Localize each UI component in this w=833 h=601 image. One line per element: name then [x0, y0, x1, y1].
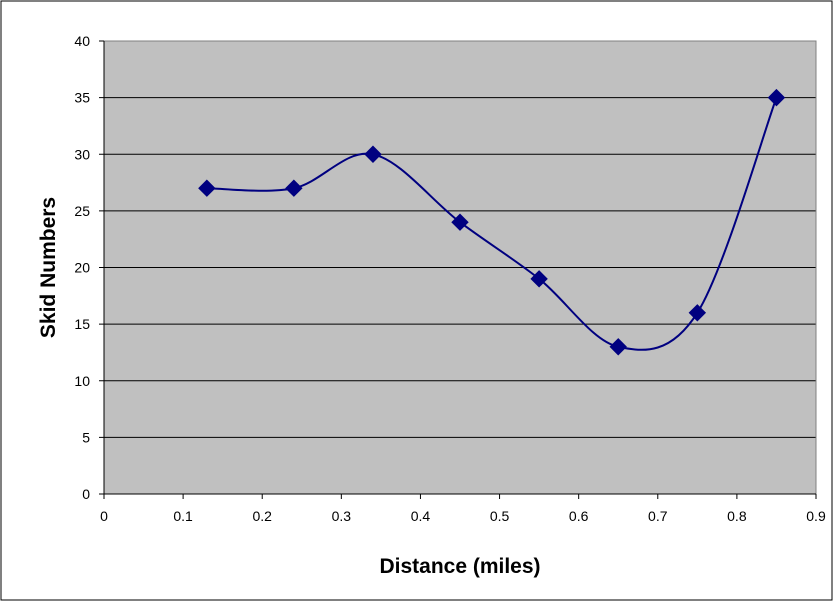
- y-tick-label: 40: [74, 33, 90, 49]
- y-tick-label: 30: [74, 146, 90, 162]
- y-tick-label: 25: [74, 203, 90, 219]
- data-point-marker: [767, 88, 786, 107]
- data-point-marker: [451, 213, 469, 231]
- x-tick-label: 0.1: [173, 508, 193, 524]
- x-tick-label: 0.6: [569, 508, 589, 524]
- y-tick-label: 0: [82, 486, 90, 502]
- x-tick-label: 0.4: [411, 508, 431, 524]
- y-tick-label: 20: [74, 260, 90, 276]
- series-layer: [198, 88, 786, 356]
- x-tick-label: 0.5: [490, 508, 510, 524]
- axes: 0 5 10 15 20 25 30 35 40 0 0.1 0.2 0.3 0.4 0.5 0.6 0.7 0.…: [74, 33, 826, 524]
- x-tick-label: 0.3: [332, 508, 352, 524]
- y-tick-label: 15: [74, 316, 90, 332]
- x-tick-label: 0.9: [806, 508, 826, 524]
- y-axis-title: Skid Numbers: [37, 197, 60, 338]
- data-point-marker: [285, 179, 303, 197]
- y-tick-label: 35: [74, 90, 90, 106]
- x-tick-label: 0.8: [727, 508, 747, 524]
- x-tick-label: 0.2: [252, 508, 272, 524]
- gridlines: [104, 40, 816, 495]
- x-tick-label: 0: [100, 508, 108, 524]
- x-axis-title: Distance (miles): [379, 555, 540, 578]
- data-point-marker: [609, 338, 627, 356]
- series-line: [206, 97, 778, 351]
- y-tick-label: 5: [82, 429, 90, 445]
- y-tick-label: 10: [74, 373, 90, 389]
- data-point-marker: [688, 304, 707, 322]
- x-tick-label: 0.7: [648, 508, 668, 524]
- data-point-marker: [364, 145, 382, 163]
- data-point-marker: [198, 179, 216, 197]
- data-point-marker: [530, 270, 548, 288]
